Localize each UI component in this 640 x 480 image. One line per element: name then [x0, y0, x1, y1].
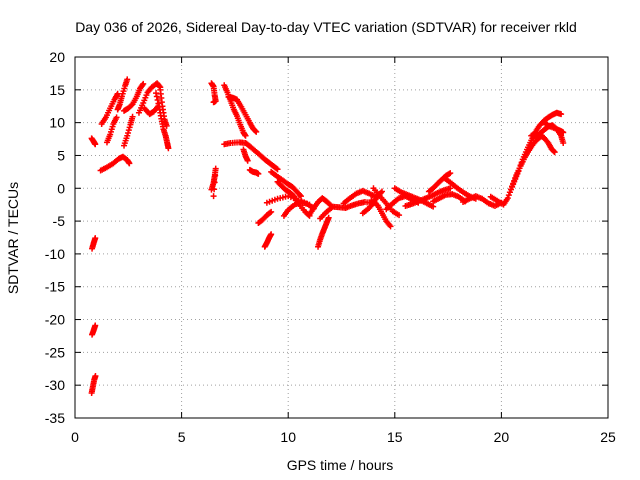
y-tick-label: 10: [49, 115, 65, 131]
data-point: [211, 179, 218, 186]
data-point: [274, 166, 281, 173]
y-tick-label: 5: [57, 147, 65, 163]
data-point: [515, 168, 522, 175]
data-point: [253, 128, 260, 135]
y-tick-label: -20: [45, 312, 65, 328]
data-point: [273, 165, 280, 172]
data-point: [212, 165, 219, 172]
y-tick-label: -25: [45, 344, 65, 360]
y-tick-label: -15: [45, 279, 65, 295]
data-point: [296, 192, 303, 198]
data-point: [211, 186, 218, 193]
data-point: [124, 132, 131, 139]
y-axis-tick-labels: -35 -30 -25 -20 -15 -10 -5 0 5 10 15 20: [45, 49, 65, 426]
data-point: [560, 129, 567, 136]
data-point: [267, 209, 274, 216]
x-tick-label: 25: [600, 429, 616, 445]
data-point: [114, 90, 121, 97]
data-point: [92, 372, 99, 379]
data-point: [125, 129, 132, 136]
data-point: [517, 162, 524, 169]
data-point: [325, 214, 332, 221]
data-point: [396, 212, 403, 219]
data-point: [505, 192, 512, 199]
y-tick-label: 15: [49, 82, 65, 98]
grid-lines: [75, 57, 608, 418]
data-point: [154, 96, 161, 103]
data-point: [126, 124, 133, 131]
data-point: [92, 322, 99, 329]
data-point: [516, 165, 523, 172]
data-point: [165, 145, 172, 152]
data-point: [126, 160, 133, 167]
x-tick-label: 5: [178, 429, 186, 445]
x-tick-label: 10: [280, 429, 296, 445]
data-point: [244, 157, 251, 164]
data-point: [124, 76, 131, 83]
data-series-rkld: [88, 76, 567, 397]
data-point: [504, 195, 511, 202]
data-point: [242, 132, 249, 139]
axis-ticks: [74, 56, 609, 419]
data-point: [255, 170, 262, 177]
data-point: [210, 99, 217, 106]
data-point: [163, 122, 170, 129]
y-tick-label: -10: [45, 246, 65, 262]
x-tick-label: 15: [387, 429, 403, 445]
plot-area-border: [74, 56, 609, 419]
data-point: [129, 113, 136, 120]
y-tick-label: -30: [45, 377, 65, 393]
chart-title: Day 036 of 2026, Sidereal Day-to-day VTE…: [75, 19, 577, 35]
y-axis-title: SDTVAR / TECUs: [5, 182, 21, 294]
data-point: [155, 100, 162, 107]
x-axis-title: GPS time / hours: [287, 457, 394, 473]
data-point: [139, 82, 146, 89]
data-point: [558, 111, 565, 118]
data-point: [268, 231, 275, 238]
data-point: [550, 148, 557, 155]
data-point: [387, 223, 394, 230]
data-point: [551, 149, 558, 156]
data-point: [153, 90, 160, 97]
data-point: [379, 188, 386, 195]
data-point: [140, 80, 147, 87]
x-tick-label: 0: [71, 429, 79, 445]
data-point: [447, 170, 454, 177]
data-point: [92, 235, 99, 242]
y-tick-label: -35: [45, 410, 65, 426]
y-tick-label: 20: [49, 49, 65, 65]
x-axis-tick-labels: 0 5 10 15 20 25: [71, 429, 616, 445]
data-point: [306, 201, 313, 208]
y-tick-label: -5: [53, 213, 66, 229]
data-point: [518, 159, 525, 166]
data-point: [210, 193, 217, 200]
data-point: [430, 203, 437, 210]
data-point: [92, 141, 99, 148]
data-point: [113, 114, 120, 121]
data-point: [447, 185, 454, 192]
data-point: [153, 93, 160, 100]
x-tick-label: 20: [494, 429, 510, 445]
data-point: [212, 172, 219, 179]
data-point: [252, 128, 259, 135]
data-point: [297, 193, 304, 200]
data-point: [268, 208, 275, 215]
data-point: [156, 83, 163, 90]
data-point: [560, 139, 567, 146]
data-point: [125, 127, 132, 134]
y-tick-label: 0: [57, 180, 65, 196]
